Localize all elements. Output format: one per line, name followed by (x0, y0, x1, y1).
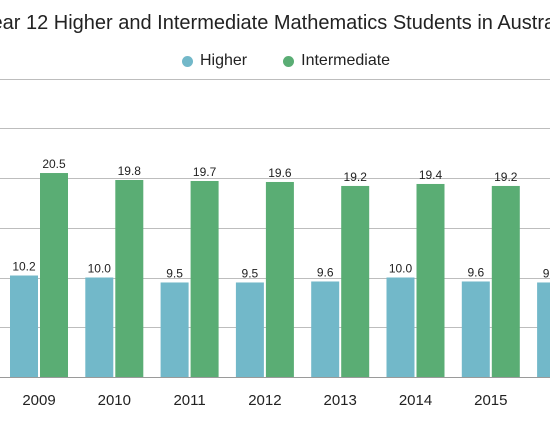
bar-intermediate-2010 (115, 179, 144, 377)
chart-legend: Higher Intermediate (182, 52, 426, 70)
bar-higher-2016 (537, 282, 550, 377)
bar-higher-2013 (311, 281, 340, 377)
x-tick-label-2015: 2015 (474, 392, 507, 409)
legend-item-intermediate: Intermediate (283, 52, 390, 70)
data-label-higher-2014: 10.0 (389, 262, 413, 276)
bar-intermediate-2011 (190, 180, 219, 377)
legend-dot-higher-icon (182, 55, 193, 67)
data-label-higher-2015: 9.6 (467, 265, 484, 279)
data-label-higher-2010: 10.0 (88, 262, 112, 276)
data-label-intermediate-2011: 19.7 (193, 165, 217, 179)
legend-dot-intermediate-icon (283, 55, 295, 67)
data-label-intermediate-2015: 19.2 (494, 170, 518, 184)
x-tick-label-2012: 2012 (248, 392, 281, 409)
legend-label-higher: Higher (200, 52, 248, 69)
bar-intermediate-2009 (40, 173, 68, 377)
data-label-intermediate-2013: 19.2 (344, 170, 368, 184)
chart-title: Year 12 Higher and Intermediate Mathemat… (0, 12, 550, 34)
bar-higher-2014 (386, 277, 415, 377)
bar-intermediate-2015 (491, 185, 520, 377)
bar-intermediate-2014 (416, 183, 445, 377)
x-tick-label-2011: 2011 (173, 392, 205, 409)
x-tick-label-2009: 2009 (22, 392, 55, 409)
data-label-intermediate-2012: 19.6 (268, 166, 292, 180)
bar-higher-2009 (10, 275, 38, 377)
data-label-higher-2011: 9.5 (166, 266, 183, 280)
x-tick-label-2013: 2013 (324, 392, 357, 409)
x-tick-label-2010: 2010 (98, 392, 131, 409)
bar-intermediate-2013 (341, 185, 370, 377)
x-tick-label-2014: 2014 (399, 392, 432, 409)
data-label-intermediate-2010: 19.8 (118, 164, 142, 178)
bar-intermediate-2012 (265, 181, 294, 377)
bar-higher-2011 (160, 282, 189, 377)
bar-higher-2012 (235, 282, 264, 377)
data-label-higher-2009: 10.2 (12, 260, 36, 274)
data-label-intermediate-2014: 19.4 (419, 168, 443, 182)
bar-higher-2010 (85, 277, 114, 377)
data-label-higher-2013: 9.6 (317, 265, 334, 279)
data-label-intermediate-2009: 20.5 (42, 157, 66, 171)
data-label-higher-2016: 9.5 (543, 266, 550, 280)
data-label-higher-2012: 9.5 (242, 266, 259, 280)
legend-item-higher: Higher (182, 52, 247, 70)
bar-higher-2015 (461, 281, 490, 377)
legend-label-intermediate: Intermediate (301, 52, 391, 69)
